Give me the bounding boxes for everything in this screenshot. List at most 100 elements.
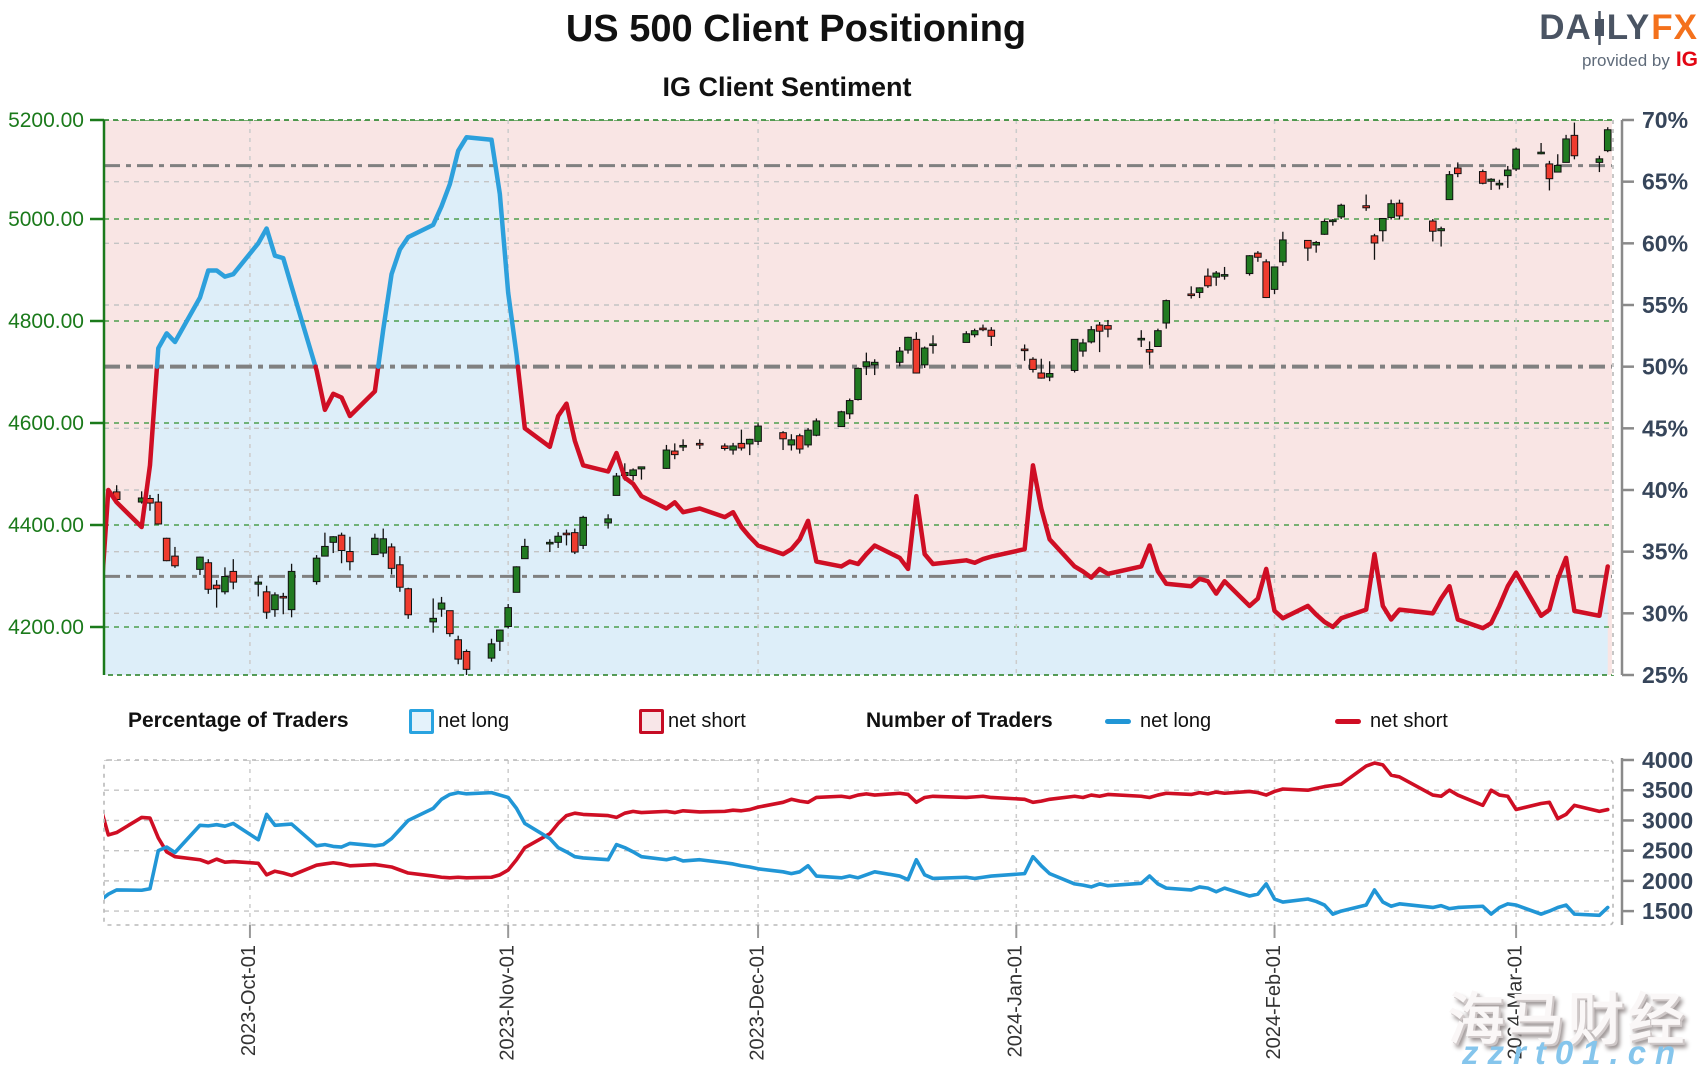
candle-down [212,584,221,590]
candle-up [554,535,562,543]
candle-up [271,594,279,611]
pct-tick-label: 45% [1642,415,1688,441]
candle-up [1437,228,1445,232]
legend-net-long-count-label: net long [1140,710,1212,732]
logo-text-left: DA [1539,8,1592,47]
candle-up [1195,287,1204,293]
candle-down [1037,372,1046,379]
date-tick-label: 2024-Jan-01 [1005,945,1027,1057]
pct-tick-label: 55% [1642,292,1688,318]
candle-down [737,442,746,449]
candle-down [1095,324,1104,332]
candle-down [279,595,288,599]
logo-provided-by: provided by IG [1581,48,1698,71]
candle-down [1104,325,1112,330]
candle-up [604,518,612,524]
candle-up [1270,266,1279,290]
price-tick-label: 4200.00 [8,616,84,639]
candle-up [787,439,796,446]
candle-up [1337,204,1345,218]
date-tick-label: 2024-Mar-01 [1504,945,1526,1060]
candle-up [1503,169,1512,177]
candle-up [1154,330,1162,348]
candle-down [1029,358,1037,370]
legend-net-long-count-swatch [1105,719,1131,724]
pct-tick-label: 65% [1642,169,1688,195]
candle-up [1045,373,1054,378]
candle-up [1562,138,1570,163]
legend-num-title: Number of Traders [866,709,1053,732]
price-tick-label: 5200.00 [8,109,84,132]
count-tick-label: 2000 [1642,868,1693,894]
candle-down [1453,167,1462,175]
candle-up [745,438,754,445]
candle-down [720,445,729,450]
candle-up [312,557,321,583]
candle-down [571,532,579,553]
candle-up [637,466,646,470]
candle-up [371,537,379,556]
candle-up [970,330,979,336]
candle-up [862,361,871,367]
candle-down [162,537,171,562]
candle-up [379,538,388,554]
candle-up [812,420,821,436]
pct-tick-label: 70% [1642,107,1688,133]
candle-down [979,327,987,331]
candle-down [1478,171,1487,184]
candle-up [1537,151,1545,155]
candle-up [504,607,512,627]
candle-up [804,429,812,446]
candle-up [962,333,971,343]
candle-up [221,576,229,593]
candle-up [1553,164,1562,173]
date-tick-label: 2024-Feb-01 [1263,945,1285,1060]
count-tick-label: 3000 [1642,807,1693,833]
candle-up [904,336,912,351]
candle-down [695,442,704,446]
dailyfx-logo: DA LY FX provided by IG [1488,10,1698,70]
candle-up [870,361,879,366]
candle-up [321,545,329,557]
traders-chart-border [103,759,1614,926]
candle-down [1254,252,1262,258]
candle-up [429,617,437,623]
legend-net-short-pct-label: net short [668,710,746,732]
sentiment-line [104,135,1610,631]
candle-down [912,338,921,374]
candle-down [1020,348,1029,352]
candle-up [496,629,504,642]
count-tick-label: 2500 [1642,838,1693,864]
candle-down [1395,202,1404,217]
candle-up [1320,221,1329,235]
candle-down [795,435,804,450]
price-tick-label: 4400.00 [8,514,84,537]
pct-tick-label: 50% [1642,354,1688,380]
legend-net-long-pct-label: net long [438,710,510,732]
candle-up [929,343,937,347]
candle-up [487,643,496,659]
candle-up [1279,239,1287,263]
pct-axis: 25% 30% 35% 40% 45% 50% 55% 60% 65% 70% [1620,107,1688,688]
price-tick-label: 4800.00 [8,310,84,333]
candle-up [437,602,446,610]
candle-up [254,581,263,585]
candle-up [1603,129,1612,152]
legend-net-long-pct-swatch [409,709,434,734]
candle-up [854,367,862,401]
candles [112,122,1612,675]
candle-up [1312,241,1320,246]
candle-up [1245,255,1254,275]
main-chart-plot [104,120,1613,675]
count-tick-label: 4000 [1642,747,1693,773]
candle-up [1079,342,1087,352]
candle-up [679,444,687,448]
candle-down [1429,220,1437,232]
price-axis: 4200.00 4400.00 4600.00 4800.00 5000.00 5200.… [8,109,106,675]
candle-down [154,501,163,525]
candle-up [1487,178,1495,182]
candle-up [837,411,846,428]
candle-up [579,516,587,546]
logo-text-right: LY [1606,8,1651,47]
